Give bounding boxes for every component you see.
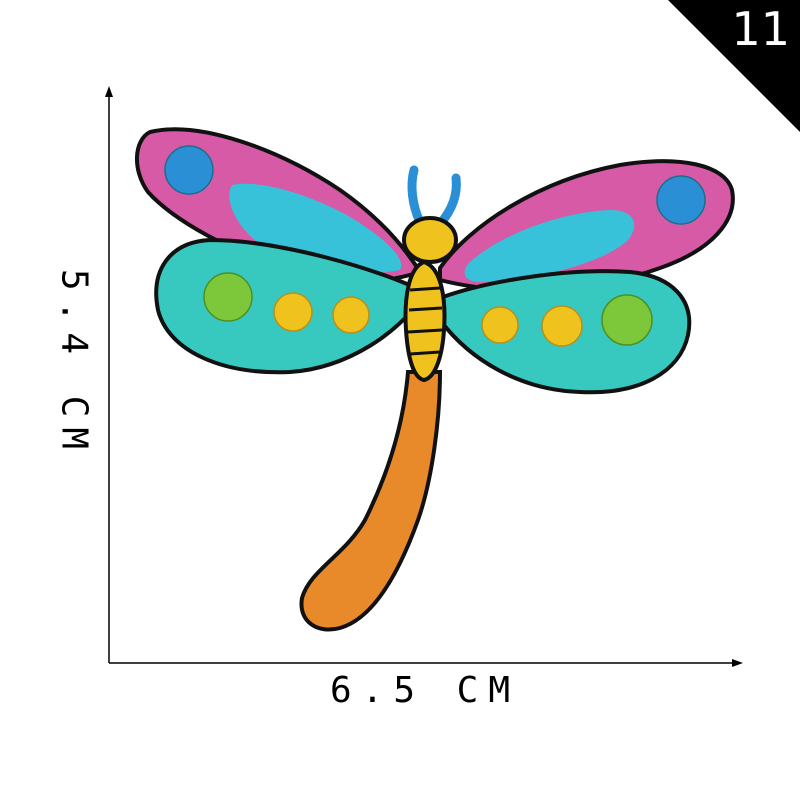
right-upper-wing-inner [464, 210, 635, 282]
wing-dot [601, 294, 653, 346]
wing-dot [656, 175, 706, 225]
horizontal-arrowhead [732, 659, 743, 667]
wing-dot [273, 292, 313, 332]
wing-dot [541, 305, 583, 347]
dragonfly-head [402, 216, 458, 264]
wing-dot [164, 145, 214, 195]
corner-badge: 11 [668, 0, 800, 132]
wing-dot [481, 306, 519, 344]
wing-dot [203, 272, 253, 322]
thorax-stripe [409, 350, 441, 356]
right-antenna [435, 173, 461, 229]
width-dimension-label: 6.5 CM [329, 670, 521, 711]
thorax-stripe [409, 286, 441, 292]
vertical-arrowhead [105, 86, 113, 97]
dragonfly-tail [299, 370, 443, 632]
dragonfly-thorax [403, 259, 447, 383]
left-antenna [407, 165, 425, 227]
thorax-stripe [408, 306, 443, 312]
image-number: 11 [731, 2, 790, 56]
wing-dot [332, 296, 370, 334]
corner-triangle [668, 0, 800, 132]
thorax-stripe [407, 328, 443, 334]
